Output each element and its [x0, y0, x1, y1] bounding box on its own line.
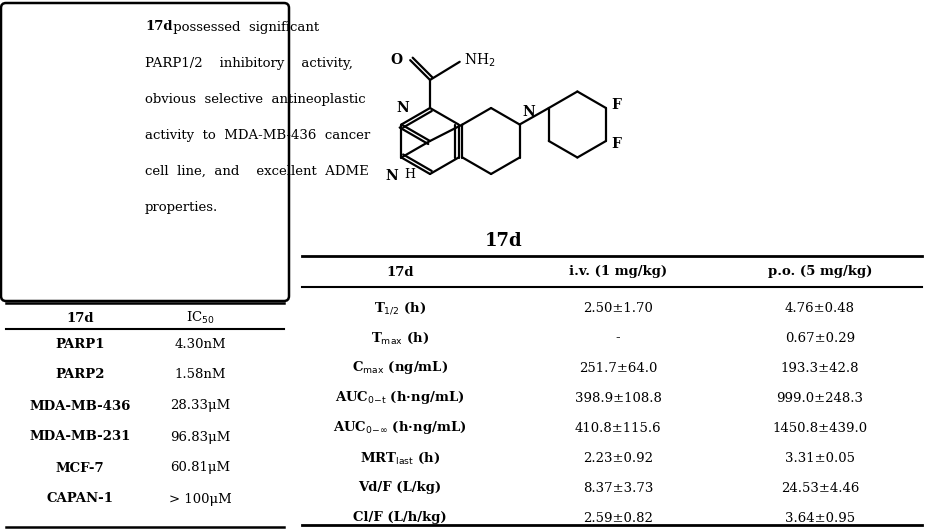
Text: MCF-7: MCF-7	[56, 461, 104, 475]
Text: 17d: 17d	[145, 21, 173, 33]
Text: 2.59±0.82: 2.59±0.82	[583, 511, 652, 525]
Text: AUC$_{0\mathrm{-\infty}}$ (h·ng/mL): AUC$_{0\mathrm{-\infty}}$ (h·ng/mL)	[333, 419, 466, 436]
Text: 28.33μM: 28.33μM	[170, 399, 230, 413]
Text: Vd/F (L/kg): Vd/F (L/kg)	[358, 482, 441, 494]
Text: 999.0±248.3: 999.0±248.3	[776, 391, 862, 405]
Text: N: N	[385, 169, 398, 184]
Text: C$_{\mathrm{max}}$ (ng/mL): C$_{\mathrm{max}}$ (ng/mL)	[352, 359, 447, 376]
Text: Cl/F (L/h/kg): Cl/F (L/h/kg)	[353, 511, 446, 525]
Text: obvious  selective  antineoplastic: obvious selective antineoplastic	[145, 92, 366, 106]
Text: 4.76±0.48: 4.76±0.48	[784, 302, 854, 314]
Text: F: F	[611, 137, 620, 151]
Text: MDA-MB-436: MDA-MB-436	[30, 399, 131, 413]
Text: p.o. (5 mg/kg): p.o. (5 mg/kg)	[767, 266, 871, 278]
Text: N: N	[395, 100, 408, 115]
Text: F: F	[611, 98, 620, 112]
Text: 17d: 17d	[386, 266, 413, 278]
Text: MDA-MB-231: MDA-MB-231	[30, 431, 131, 443]
Text: -: -	[615, 331, 620, 345]
Text: possessed  significant: possessed significant	[169, 21, 319, 33]
Text: MRT$_{\mathrm{last}}$ (h): MRT$_{\mathrm{last}}$ (h)	[359, 450, 440, 466]
Text: T$_{\mathrm{max}}$ (h): T$_{\mathrm{max}}$ (h)	[370, 330, 429, 346]
Text: PARP1: PARP1	[55, 338, 105, 350]
Text: 3.64±0.95: 3.64±0.95	[784, 511, 854, 525]
Text: IC$_{50}$: IC$_{50}$	[186, 310, 214, 326]
Text: 193.3±42.8: 193.3±42.8	[780, 362, 858, 374]
Text: cell  line,  and    excellent  ADME: cell line, and excellent ADME	[145, 165, 368, 177]
Text: 3.31±0.05: 3.31±0.05	[784, 451, 854, 465]
Text: NH$_2$: NH$_2$	[463, 51, 495, 68]
Text: CAPAN-1: CAPAN-1	[46, 492, 113, 506]
Text: activity  to  MDA-MB-436  cancer: activity to MDA-MB-436 cancer	[145, 129, 370, 141]
Text: 2.23±0.92: 2.23±0.92	[583, 451, 652, 465]
Text: 60.81μM: 60.81μM	[170, 461, 230, 475]
Text: 24.53±4.46: 24.53±4.46	[780, 482, 858, 494]
Text: 96.83μM: 96.83μM	[170, 431, 230, 443]
Text: 1.58nM: 1.58nM	[174, 369, 226, 381]
Text: PARP2: PARP2	[55, 369, 105, 381]
Text: i.v. (1 mg/kg): i.v. (1 mg/kg)	[568, 266, 666, 278]
Text: > 100μM: > 100μM	[169, 492, 231, 506]
Text: 4.30nM: 4.30nM	[174, 338, 226, 350]
Text: properties.: properties.	[145, 201, 218, 213]
Text: AUC$_{0\mathrm{-t}}$ (h·ng/mL): AUC$_{0\mathrm{-t}}$ (h·ng/mL)	[335, 390, 464, 407]
Text: 398.9±108.8: 398.9±108.8	[574, 391, 661, 405]
FancyBboxPatch shape	[1, 3, 289, 301]
Text: N: N	[522, 106, 535, 119]
Text: 8.37±3.73: 8.37±3.73	[582, 482, 652, 494]
Text: 1450.8±439.0: 1450.8±439.0	[771, 422, 867, 434]
Text: 17d: 17d	[66, 312, 94, 324]
Text: 251.7±64.0: 251.7±64.0	[578, 362, 656, 374]
Text: 410.8±115.6: 410.8±115.6	[574, 422, 661, 434]
Text: 0.67±0.29: 0.67±0.29	[784, 331, 854, 345]
Text: H: H	[404, 168, 415, 182]
Text: 2.50±1.70: 2.50±1.70	[583, 302, 652, 314]
Text: O: O	[390, 53, 402, 67]
Text: PARP1/2    inhibitory    activity,: PARP1/2 inhibitory activity,	[145, 56, 353, 70]
Text: 17d: 17d	[484, 232, 522, 250]
Text: T$_{1/2}$ (h): T$_{1/2}$ (h)	[373, 300, 426, 316]
